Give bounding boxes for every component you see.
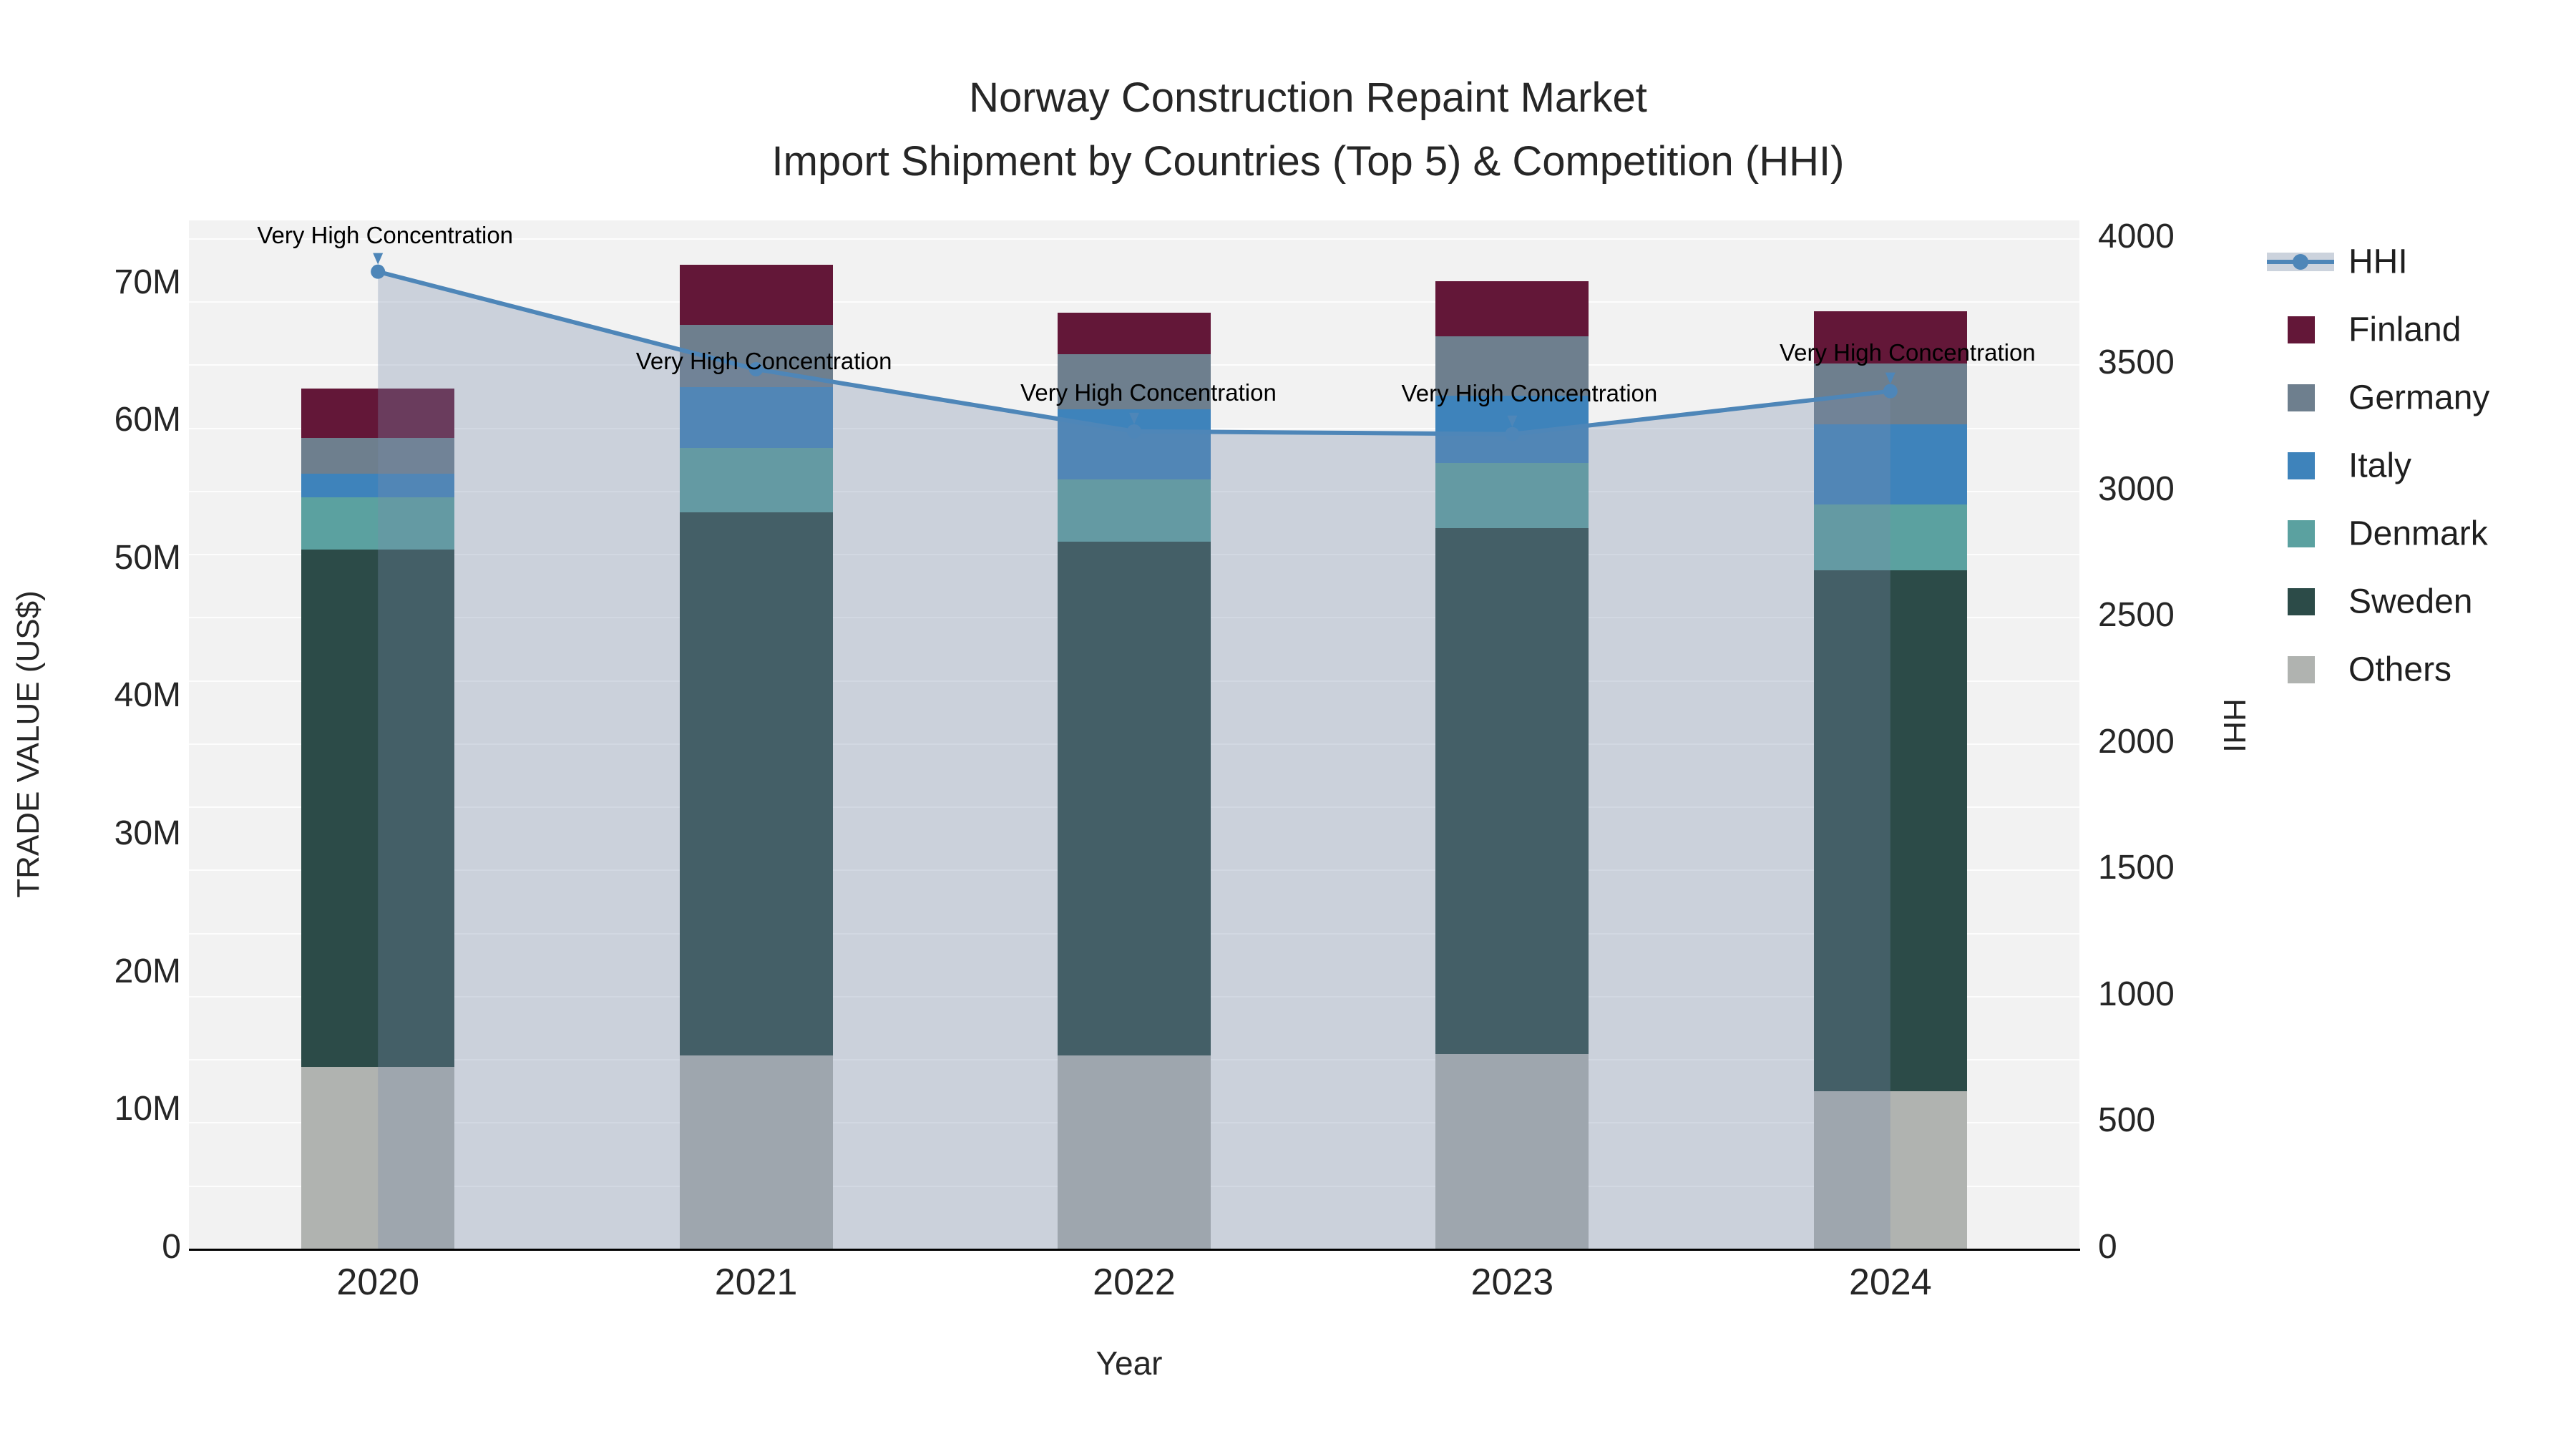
x-tick-label-2020: 2020: [336, 1262, 420, 1303]
bar-segment-others-2023: [1435, 1054, 1589, 1249]
y-left-axis-title: TRADE VALUE (US$): [11, 590, 46, 898]
bar-segment-sweden-2021: [679, 512, 833, 1056]
legend: HHI Finland Germany Italy Denmark Sweden Other…: [2267, 228, 2567, 703]
y-left-tick-label: 10M: [114, 1090, 181, 1128]
legend-item-hhi[interactable]: HHI: [2267, 228, 2567, 296]
y-right-tick-label: 1000: [2098, 975, 2175, 1013]
y-left-tick-label: 60M: [114, 401, 181, 439]
bar-segment-italy-2021: [679, 387, 833, 448]
legend-label: HHI: [2348, 243, 2408, 280]
y-left-tick-label: 70M: [114, 263, 181, 301]
legend-swatch-icon: [2288, 655, 2315, 683]
bar-segment-finland-2021: [679, 264, 833, 326]
y-left-tick-label: 0: [162, 1228, 181, 1266]
annotation-2021: Very High Concentration: [635, 347, 892, 374]
y-left-tick-label: 40M: [114, 676, 181, 715]
y-right-tick-label: 3000: [2098, 469, 2175, 508]
x-tick-label-2023: 2023: [1470, 1262, 1554, 1303]
y-left-tick-label: 30M: [114, 814, 181, 853]
bar-segment-finland-2023: [1435, 280, 1589, 336]
bar-segment-italy-2020: [301, 474, 455, 498]
legend-label: Finland: [2348, 311, 2462, 348]
y-right-tick-label: 3500: [2098, 343, 2175, 382]
bar-segment-others-2021: [679, 1055, 833, 1249]
annotation-2020: Very High Concentration: [257, 221, 514, 248]
bar-segment-italy-2022: [1058, 409, 1211, 480]
legend-item-germany[interactable]: Germany: [2267, 364, 2567, 431]
x-axis-title: Year: [1096, 1345, 1163, 1382]
bar-segment-sweden-2022: [1058, 541, 1211, 1056]
legend-swatch-icon: [2288, 452, 2315, 479]
legend-swatch-icon: [2288, 519, 2315, 547]
annotation-2023: Very High Concentration: [1401, 379, 1658, 406]
x-tick-label-2024: 2024: [1848, 1262, 1932, 1303]
bar-segment-italy-2024: [1813, 424, 1967, 504]
legend-item-denmark[interactable]: Denmark: [2267, 499, 2567, 567]
x-tick-label-2022: 2022: [1093, 1262, 1176, 1303]
y-right-tick-label: 1500: [2098, 849, 2175, 887]
legend-swatch-icon: [2288, 384, 2315, 411]
bar-segment-germany-2020: [301, 438, 455, 474]
chart-title-line2: Import Shipment by Countries (Top 5) & C…: [771, 138, 1845, 185]
gridline: [189, 238, 2079, 240]
y-right-tick-label: 500: [2098, 1101, 2156, 1140]
bar-segment-sweden-2020: [301, 550, 455, 1067]
bar-segment-finland-2022: [1058, 313, 1211, 354]
chart-title: Norway Construction Repaint Market Impor…: [772, 66, 1845, 193]
bar-segment-denmark-2022: [1058, 479, 1211, 542]
gridline: [189, 301, 2079, 303]
y-right-tick-label: 2000: [2098, 722, 2175, 761]
legend-item-others[interactable]: Others: [2267, 635, 2567, 703]
bar-segment-denmark-2023: [1435, 463, 1589, 528]
legend-label: Others: [2348, 650, 2452, 688]
bar-segment-others-2022: [1058, 1055, 1211, 1249]
bar-segment-finland-2020: [301, 389, 455, 439]
legend-label: Denmark: [2348, 514, 2488, 552]
legend-item-finland[interactable]: Finland: [2267, 296, 2567, 364]
bar-segment-others-2020: [301, 1066, 455, 1249]
bar-segment-denmark-2021: [679, 447, 833, 513]
legend-item-sweden[interactable]: Sweden: [2267, 567, 2567, 635]
bar-segment-others-2024: [1813, 1091, 1967, 1249]
bar-segment-germany-2024: [1813, 364, 1967, 425]
y-right-tick-label: 4000: [2098, 217, 2175, 255]
y-left-tick-label: 20M: [114, 952, 181, 990]
chart-title-line1: Norway Construction Repaint Market: [969, 74, 1647, 121]
legend-swatch-icon: [2288, 316, 2315, 343]
hhi-legend-band-icon: [2267, 252, 2334, 271]
legend-label: Germany: [2348, 379, 2490, 416]
annotation-2024: Very High Concentration: [1779, 338, 2036, 366]
bar-segment-denmark-2020: [301, 497, 455, 550]
y-right-tick-label: 2500: [2098, 596, 2175, 635]
bar-segment-sweden-2024: [1813, 570, 1967, 1092]
annotation-2022: Very High Concentration: [1020, 379, 1277, 406]
legend-swatch-icon: [2288, 587, 2315, 615]
legend-label: Sweden: [2348, 582, 2473, 620]
x-axis-line: [189, 1249, 2080, 1251]
bar-segment-denmark-2024: [1813, 504, 1967, 571]
hhi-legend-marker-icon: [2293, 253, 2308, 270]
y-right-tick-label: 0: [2098, 1228, 2117, 1266]
legend-item-italy[interactable]: Italy: [2267, 431, 2567, 499]
x-tick-label-2021: 2021: [714, 1262, 798, 1303]
bar-segment-sweden-2023: [1435, 527, 1589, 1055]
y-right-axis-title: HHI: [2217, 698, 2252, 753]
legend-label: Italy: [2348, 447, 2412, 484]
plot-area: [189, 220, 2079, 1249]
y-left-tick-label: 50M: [114, 538, 181, 577]
